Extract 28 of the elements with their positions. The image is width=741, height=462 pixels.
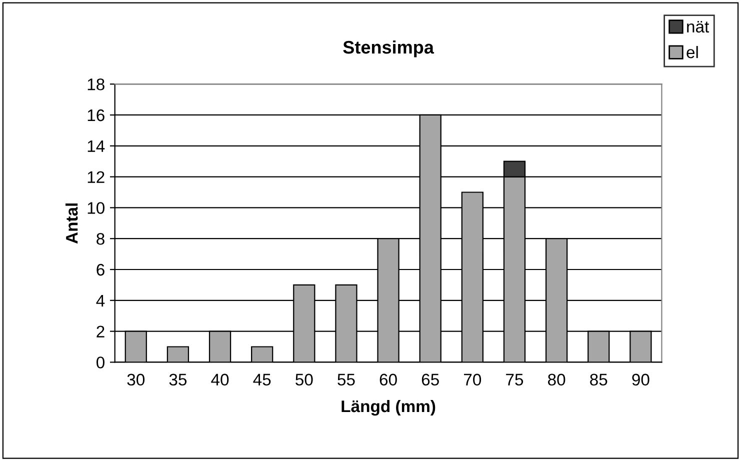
y-tick-label: 2 (96, 326, 104, 338)
y-tick-label: 14 (88, 140, 105, 152)
x-tick-label: 45 (253, 374, 271, 386)
x-tick-label: 55 (338, 374, 355, 386)
legend-label: nät (687, 21, 710, 33)
x-tick-label: 80 (548, 374, 566, 386)
x-axis-title: Längd (mm) (342, 400, 436, 416)
y-tick-label: 12 (88, 171, 104, 183)
y-tick-label: 8 (96, 233, 104, 245)
y-tick-label: 16 (88, 109, 104, 122)
y-tick-label: 18 (88, 78, 104, 90)
x-tick-label: 85 (590, 374, 608, 386)
y-tick-label: 4 (96, 294, 105, 306)
x-tick-label: 40 (211, 374, 229, 386)
x-tick-label: 30 (127, 374, 145, 386)
x-tick-label: 70 (464, 374, 482, 386)
y-tick-label: 6 (96, 264, 104, 276)
x-tick-label: 50 (296, 374, 313, 386)
x-tick-label: 35 (169, 374, 187, 386)
y-axis-title: Antal (66, 203, 78, 244)
y-tick-label: 10 (88, 202, 104, 214)
legend-label: el (686, 46, 698, 58)
y-tick-label: 0 (96, 356, 104, 368)
x-tick-label: 65 (422, 374, 439, 386)
chart-title: Stensimpa (343, 40, 434, 58)
x-tick-label: 75 (506, 374, 524, 386)
x-tick-label: 60 (380, 374, 397, 386)
x-tick-label: 90 (632, 374, 650, 386)
